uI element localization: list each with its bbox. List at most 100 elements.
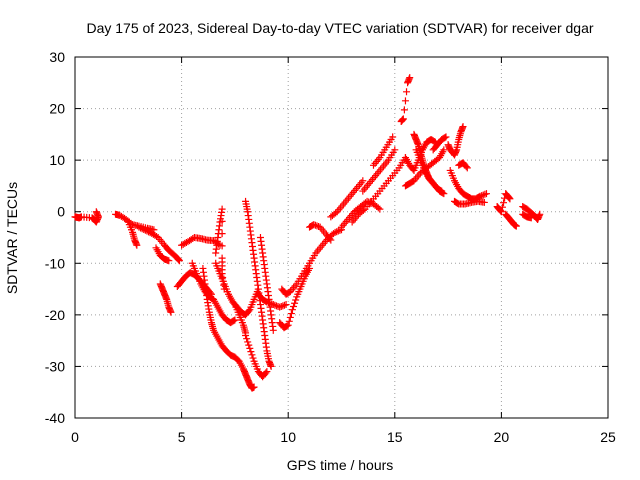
series-arc-ae (429, 133, 450, 154)
data-point (334, 227, 342, 235)
data-point (527, 214, 535, 222)
data-point (479, 191, 487, 199)
series-arc-g (178, 234, 224, 249)
data-point (266, 299, 274, 307)
series-arc-y (369, 133, 397, 169)
data-points (71, 74, 544, 392)
data-point (512, 222, 520, 230)
data-point (243, 335, 251, 343)
data-point (463, 164, 471, 172)
data-point (480, 198, 488, 206)
data-point (536, 210, 544, 218)
data-point (506, 195, 514, 203)
data-point (285, 317, 293, 325)
data-point (167, 308, 175, 316)
data-point (284, 321, 292, 329)
series-arc-i (188, 259, 239, 327)
data-point (441, 134, 449, 142)
data-point (442, 133, 450, 141)
data-point (250, 383, 258, 391)
data-point (262, 369, 270, 377)
data-point (145, 228, 153, 236)
series-arc-p (256, 234, 277, 334)
data-point (269, 301, 277, 309)
series-arc-q (254, 290, 290, 311)
data-point (389, 133, 397, 141)
data-point (230, 317, 238, 325)
series-arc-ag (446, 166, 490, 203)
series-arc-t (306, 221, 335, 244)
x-axis-label: GPS time / hours (287, 457, 394, 473)
series-arc-ak (502, 210, 520, 230)
data-point (438, 187, 446, 195)
data-point (311, 221, 319, 229)
series-arc-u (327, 177, 367, 221)
data-point (218, 205, 226, 213)
data-point (288, 306, 296, 314)
series-arc-s (276, 264, 314, 332)
y-tick-label: 20 (49, 101, 65, 117)
x-axis: 0 5 10 15 20 25 (71, 57, 616, 445)
data-point (249, 354, 257, 362)
data-point (272, 302, 280, 310)
series-arc-f (156, 280, 175, 316)
data-point (137, 224, 145, 232)
series-arc-ah (450, 197, 488, 208)
data-point (247, 348, 255, 356)
data-point (437, 186, 445, 194)
data-point (406, 74, 414, 82)
data-point (218, 242, 226, 250)
series-arc-c (124, 218, 141, 249)
data-point (248, 351, 256, 359)
data-point (333, 228, 341, 236)
data-point (478, 192, 486, 200)
data-point (286, 313, 294, 321)
data-point (399, 115, 407, 123)
x-tick-label: 5 (178, 429, 186, 445)
data-point (244, 338, 252, 346)
data-point (165, 257, 173, 265)
data-point (263, 298, 271, 306)
data-point (359, 206, 367, 214)
series-arc-o (242, 331, 271, 381)
data-point (277, 302, 285, 310)
data-point (306, 264, 314, 272)
y-tick-label: 30 (49, 49, 65, 65)
data-point (282, 301, 290, 309)
data-point (336, 226, 344, 234)
data-point (498, 203, 506, 211)
data-point (374, 204, 382, 212)
series-arc-a (71, 208, 102, 226)
data-point (313, 222, 321, 230)
data-point (276, 303, 284, 311)
series-arc-m (242, 197, 275, 370)
series-arc-am (519, 210, 535, 222)
data-point (401, 97, 409, 105)
x-tick-label: 25 (600, 429, 616, 445)
series-arc-ad (412, 146, 446, 195)
data-point (391, 146, 399, 154)
data-point (403, 88, 411, 96)
data-point (332, 209, 340, 217)
y-tick-label: -10 (45, 255, 65, 271)
data-point (263, 368, 271, 376)
series-arc-w (348, 154, 409, 226)
series-arc-e (152, 244, 173, 265)
data-point (459, 123, 467, 131)
data-point (140, 226, 148, 234)
data-point (143, 227, 151, 235)
data-point (292, 296, 300, 304)
data-point (246, 344, 254, 352)
series-arc-l (212, 259, 262, 319)
data-point (500, 199, 508, 207)
y-axis: -40 -30 -20 -10 0 10 20 30 (45, 49, 608, 426)
data-point (138, 225, 146, 233)
data-point (218, 230, 226, 238)
data-point (133, 241, 141, 249)
data-point (280, 301, 288, 309)
data-point (310, 221, 318, 229)
data-point (287, 310, 295, 318)
x-tick-label: 10 (280, 429, 296, 445)
data-point (440, 146, 448, 154)
data-point (366, 199, 374, 207)
